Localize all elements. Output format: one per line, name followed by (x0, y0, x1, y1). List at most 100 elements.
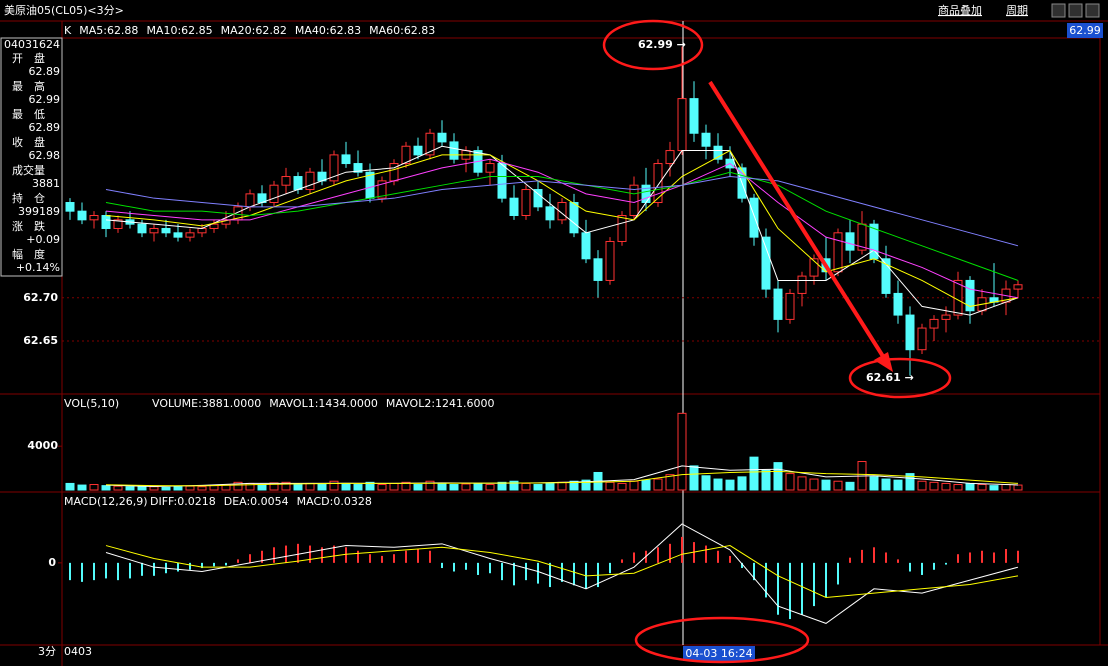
volume-bar (425, 480, 435, 491)
volume-bar (533, 484, 543, 491)
candle-body (833, 232, 843, 273)
annotations: 62.99 → 62.61 → (602, 19, 952, 664)
ma-line (105, 149, 1019, 307)
date: 0403 (64, 645, 92, 658)
annotation-arrow (708, 80, 886, 360)
cursor-time: 04-03 16:24 (685, 647, 752, 660)
candle-body (401, 145, 411, 165)
candle-body (533, 189, 543, 208)
ma-prefix: K (64, 24, 72, 37)
volume-bar (89, 484, 99, 491)
candle-body (797, 275, 807, 294)
volume-bar (101, 485, 111, 491)
y-tick-label: 62.65 (23, 334, 58, 347)
info-value: 3881 (32, 177, 60, 190)
info-label: 最 高 (12, 79, 45, 93)
ma-line (105, 176, 1019, 247)
volume-bar (185, 485, 195, 491)
plot: K MA5:62.88 MA10:62.85 MA20:62.82 MA40:62.83… (4, 24, 1100, 624)
annotation-ellipse (848, 357, 952, 399)
candle-body (617, 215, 627, 242)
info-value: 399189 (18, 205, 60, 218)
candle-body (653, 163, 663, 204)
volume-bar (377, 484, 387, 491)
volume-bar (113, 485, 123, 491)
candle-body (113, 219, 123, 229)
candle-body (785, 292, 795, 320)
volume-bar (797, 476, 807, 491)
volume-bar (977, 484, 987, 491)
info-label: 持 仓 (12, 191, 45, 205)
candle-body (77, 210, 87, 221)
info-value: 62.89 (29, 121, 61, 134)
low-label: 62.61 → (866, 371, 914, 384)
candle-body (905, 314, 915, 351)
volume-bar (689, 465, 699, 491)
candle-body (209, 223, 219, 229)
button[interactable] (1085, 3, 1100, 18)
volume-bar (929, 481, 939, 491)
volume-bar (713, 478, 723, 491)
candle-body (101, 215, 111, 229)
ma-line (105, 145, 1019, 316)
price-box (1067, 23, 1103, 38)
overlay-link[interactable]: 商品叠加 (938, 3, 982, 17)
volume-bar (197, 486, 207, 491)
candle-body (809, 258, 819, 277)
volume-bar (581, 479, 591, 491)
info-label: 成交量 (12, 163, 45, 177)
volume-bar (617, 482, 627, 491)
candle-body (65, 202, 75, 212)
candle-body (281, 176, 291, 186)
readout: MA60:62.83 (369, 24, 435, 37)
readout: MAVOL2:1241.6000 (386, 397, 495, 410)
volume-bar (305, 482, 315, 491)
button[interactable] (1051, 3, 1066, 18)
candle-body (701, 132, 711, 147)
volume-bar (173, 486, 183, 491)
volume-bar (989, 485, 999, 491)
volume-bar (761, 469, 771, 491)
volume-bar (665, 474, 675, 491)
info-box (0, 37, 63, 277)
volume-bar (509, 480, 519, 491)
candle-body (881, 258, 891, 294)
volume-bar (497, 481, 507, 491)
period-link[interactable]: 周期 (1006, 4, 1028, 17)
volume-bar (125, 486, 135, 491)
candle-body (965, 279, 975, 312)
candle-body (893, 292, 903, 316)
volume-bar (401, 481, 411, 491)
volume-bar (965, 482, 975, 491)
volume-bar (629, 480, 639, 491)
volume-bar (389, 482, 399, 491)
volume-bar (845, 481, 855, 491)
readout: MA5:62.88 (79, 24, 138, 37)
candle-body (569, 202, 579, 234)
info-code: 04031624 (4, 38, 60, 51)
volume-bar (317, 483, 327, 491)
readout: MA20:62.82 (221, 24, 287, 37)
candle-body (917, 327, 927, 351)
info-label: 收 盘 (12, 135, 45, 149)
period: 3分 (38, 645, 56, 658)
pane-title: MACD(12,26,9) (64, 495, 148, 508)
volume-bar (557, 481, 567, 491)
volume-bar (749, 456, 759, 491)
volume-bar (545, 482, 555, 491)
volume-bar (1013, 484, 1023, 491)
volume-bar (149, 486, 159, 491)
macd-line (105, 545, 1019, 598)
volume-bar (569, 480, 579, 491)
volume-bar (737, 476, 747, 491)
candle-body (581, 232, 591, 260)
volume-bar (809, 478, 819, 491)
candle-body (593, 258, 603, 281)
button[interactable] (1068, 3, 1083, 18)
volume-bar (953, 484, 963, 491)
high-label: 62.99 → (638, 38, 686, 51)
annotation-ellipse (634, 616, 810, 664)
volume-bar (233, 481, 243, 491)
readout: MAVOL1:1434.0000 (269, 397, 378, 410)
volume-bar (341, 482, 351, 491)
